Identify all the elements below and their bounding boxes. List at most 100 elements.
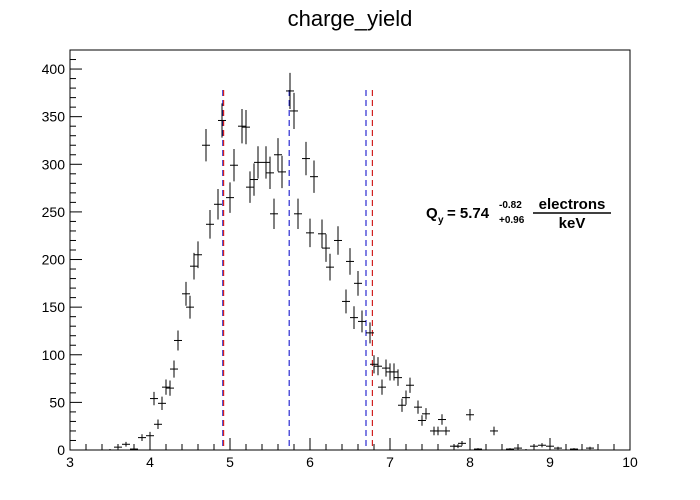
y-tick-label: 300 — [42, 156, 66, 172]
data-point — [302, 141, 310, 176]
qy-annotation: Q y = 5.74 -0.82 +0.96 electrons keV — [426, 196, 611, 232]
data-point — [306, 218, 314, 248]
data-point — [162, 379, 170, 395]
data-point — [422, 408, 430, 420]
data-point — [206, 210, 214, 239]
data-point — [166, 380, 174, 396]
data-point — [442, 426, 450, 436]
data-point — [202, 129, 210, 162]
data-point — [434, 426, 442, 436]
data-point — [466, 409, 474, 421]
data-point — [218, 103, 226, 138]
data-point — [394, 369, 402, 386]
data-point — [262, 146, 270, 179]
reference-lines — [222, 90, 373, 450]
data-point — [382, 359, 390, 377]
x-tick-label: 3 — [66, 454, 74, 470]
data-point — [130, 448, 138, 450]
data-point — [322, 234, 330, 262]
data-point — [378, 379, 386, 395]
data-point — [146, 431, 154, 440]
data-point — [326, 253, 334, 281]
x-axis: 3 4 5 6 7 8 9 10 — [66, 438, 638, 470]
qy-upper-error: -0.82 — [499, 200, 522, 211]
data-point — [586, 446, 594, 450]
data-point — [342, 289, 350, 314]
data-point — [350, 306, 358, 330]
y-tick-label: 0 — [57, 442, 65, 458]
data-point — [230, 149, 238, 182]
y-tick-label: 350 — [42, 109, 66, 125]
unit-denominator: keV — [559, 215, 586, 232]
qy-value: = 5.74 — [447, 205, 490, 222]
x-tick-label: 5 — [226, 454, 234, 470]
x-tick-label: 8 — [466, 454, 474, 470]
data-point — [418, 415, 426, 426]
data-series — [106, 72, 594, 451]
data-point — [186, 295, 194, 319]
data-point — [242, 110, 250, 145]
data-point — [506, 448, 514, 450]
qy-lower-error: +0.96 — [499, 215, 525, 226]
data-point — [454, 444, 462, 449]
y-tick-label: 200 — [42, 252, 66, 268]
data-point — [174, 330, 182, 351]
data-point — [294, 198, 302, 230]
data-point — [490, 426, 498, 436]
data-point — [458, 440, 466, 446]
x-tick-label: 4 — [146, 454, 154, 470]
data-point — [406, 377, 414, 393]
x-tick-label: 9 — [546, 454, 554, 470]
data-point — [194, 241, 202, 269]
data-point — [310, 160, 318, 193]
qy-symbol: Q — [426, 205, 438, 222]
y-tick-label: 400 — [42, 61, 66, 77]
data-point — [346, 248, 354, 275]
x-tick-label: 10 — [622, 454, 638, 470]
data-point — [438, 414, 446, 425]
data-point — [398, 398, 406, 412]
data-point — [122, 441, 130, 447]
data-point — [106, 449, 114, 451]
data-point — [318, 219, 326, 249]
data-point — [354, 270, 362, 296]
data-point — [414, 400, 422, 414]
data-point — [530, 444, 538, 449]
data-point — [190, 252, 198, 280]
data-point — [538, 443, 546, 448]
data-point — [522, 449, 530, 451]
data-point — [254, 146, 262, 179]
data-point — [278, 155, 286, 189]
data-point — [366, 322, 374, 344]
data-point — [374, 357, 382, 376]
data-point — [250, 163, 258, 196]
data-point — [170, 360, 178, 378]
data-point — [546, 444, 554, 449]
x-tick-label: 7 — [386, 454, 394, 470]
data-point — [570, 448, 578, 450]
y-tick-label: 50 — [49, 394, 65, 410]
data-point — [274, 138, 282, 172]
data-point — [554, 446, 562, 450]
chart-title: charge_yield — [288, 6, 413, 31]
data-point — [182, 281, 190, 306]
data-point — [154, 419, 162, 430]
x-tick-label: 6 — [306, 454, 314, 470]
data-point — [270, 198, 278, 230]
data-point — [514, 446, 522, 450]
data-point — [286, 72, 294, 110]
y-tick-label: 100 — [42, 347, 66, 363]
data-point — [238, 109, 246, 144]
data-point — [214, 189, 222, 220]
data-point — [114, 445, 122, 450]
data-point — [402, 390, 410, 405]
unit-numerator: electrons — [539, 196, 606, 213]
data-point — [290, 92, 298, 130]
data-point — [474, 448, 482, 450]
qy-subscript: y — [438, 215, 444, 226]
data-point — [150, 391, 158, 406]
y-axis: 0 50 100 150 200 250 300 350 400 — [42, 49, 82, 458]
y-tick-label: 250 — [42, 204, 66, 220]
data-point — [226, 182, 234, 213]
